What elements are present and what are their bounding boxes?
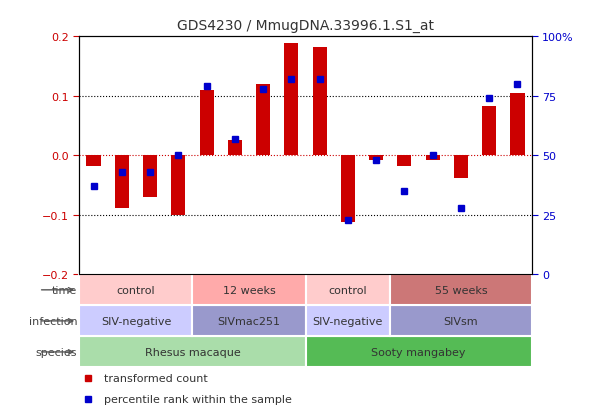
Bar <box>79 337 306 368</box>
Bar <box>397 156 411 166</box>
Bar <box>143 156 157 197</box>
Bar <box>306 337 532 368</box>
Bar <box>79 275 192 306</box>
Text: 55 weeks: 55 weeks <box>434 285 487 295</box>
Bar <box>200 90 214 156</box>
Text: transformed count: transformed count <box>104 373 208 383</box>
Bar <box>369 156 383 161</box>
Text: SIV-negative: SIV-negative <box>313 316 383 326</box>
Text: percentile rank within the sample: percentile rank within the sample <box>104 394 292 404</box>
Bar <box>313 48 327 156</box>
Bar <box>192 306 306 337</box>
Bar <box>306 306 390 337</box>
Text: 12 weeks: 12 weeks <box>222 285 276 295</box>
Bar <box>171 156 185 215</box>
Text: SIVsm: SIVsm <box>444 316 478 326</box>
Bar <box>228 141 242 156</box>
Bar <box>284 44 298 156</box>
Title: GDS4230 / MmugDNA.33996.1.S1_at: GDS4230 / MmugDNA.33996.1.S1_at <box>177 19 434 33</box>
Bar <box>482 107 496 156</box>
Bar <box>390 306 532 337</box>
Text: Sooty mangabey: Sooty mangabey <box>371 347 466 357</box>
Bar <box>390 275 532 306</box>
Bar <box>79 306 192 337</box>
Bar <box>454 156 468 178</box>
Text: control: control <box>329 285 367 295</box>
Bar <box>256 85 270 156</box>
Text: time: time <box>52 285 77 295</box>
Bar <box>192 275 306 306</box>
Text: Rhesus macaque: Rhesus macaque <box>145 347 240 357</box>
Bar <box>510 94 524 156</box>
Bar <box>306 275 390 306</box>
Bar <box>341 156 355 222</box>
Bar <box>115 156 129 208</box>
Bar <box>426 156 440 161</box>
Text: infection: infection <box>29 316 77 326</box>
Text: control: control <box>117 285 155 295</box>
Text: species: species <box>35 347 77 357</box>
Text: SIV-negative: SIV-negative <box>101 316 171 326</box>
Bar <box>87 156 101 166</box>
Text: SIVmac251: SIVmac251 <box>218 316 280 326</box>
